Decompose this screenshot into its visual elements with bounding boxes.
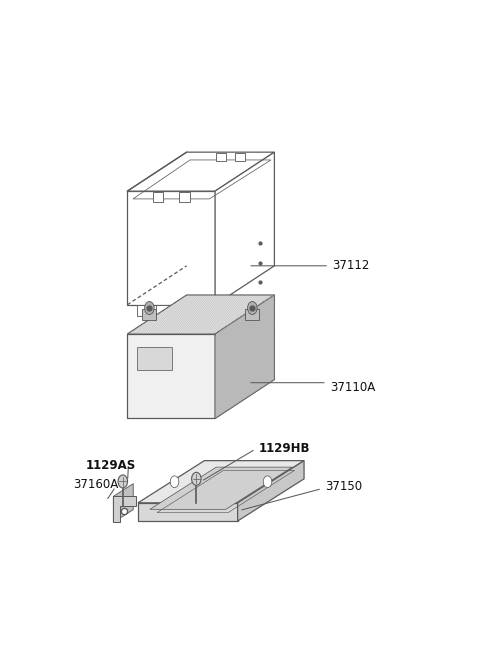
Polygon shape — [127, 152, 275, 191]
Polygon shape — [127, 334, 215, 419]
Polygon shape — [215, 152, 275, 305]
Polygon shape — [245, 309, 260, 320]
Circle shape — [170, 476, 179, 487]
Text: 37160A: 37160A — [73, 478, 118, 491]
Polygon shape — [127, 191, 215, 305]
Circle shape — [192, 472, 201, 485]
Polygon shape — [215, 367, 275, 419]
Polygon shape — [150, 467, 292, 510]
Circle shape — [144, 301, 154, 314]
Polygon shape — [156, 305, 170, 316]
Text: 1129AS: 1129AS — [86, 458, 136, 472]
Polygon shape — [238, 460, 304, 521]
Polygon shape — [215, 295, 275, 419]
Polygon shape — [113, 496, 136, 522]
Text: 1129HB: 1129HB — [259, 442, 311, 455]
Polygon shape — [137, 347, 172, 369]
Text: 37110A: 37110A — [330, 381, 375, 394]
Text: 37112: 37112 — [333, 259, 370, 272]
Polygon shape — [113, 483, 133, 522]
Circle shape — [118, 475, 128, 488]
Polygon shape — [235, 153, 245, 161]
Polygon shape — [127, 295, 275, 334]
Circle shape — [263, 476, 272, 487]
Polygon shape — [205, 305, 220, 316]
Polygon shape — [137, 305, 151, 316]
Polygon shape — [153, 193, 163, 202]
Polygon shape — [138, 503, 238, 521]
Circle shape — [248, 301, 257, 314]
Polygon shape — [138, 460, 304, 503]
Polygon shape — [127, 407, 215, 419]
Polygon shape — [142, 309, 156, 320]
Polygon shape — [216, 153, 226, 161]
Text: 37150: 37150 — [325, 480, 362, 493]
Polygon shape — [187, 305, 201, 316]
Polygon shape — [179, 193, 190, 202]
